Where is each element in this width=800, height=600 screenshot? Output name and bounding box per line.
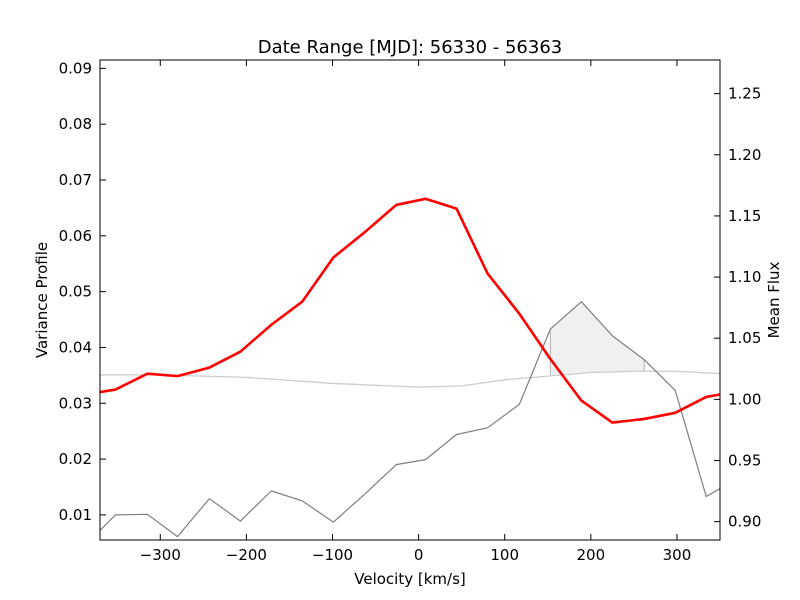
chart-ticks: −300 −200 −100 0 100 200 300 0.01 0.02 0.03 0.04 0.… — [59, 59, 762, 564]
x-axis-label: Velocity [km/s] — [354, 570, 465, 588]
y-axis-left-label: Variance Profile — [33, 242, 51, 358]
y-right-tick-label: 1.10 — [728, 268, 761, 286]
y-left-tick-label: 0.09 — [59, 59, 92, 77]
y-left-tick-label: 0.02 — [59, 450, 92, 468]
y-right-tick-label: 0.90 — [728, 513, 761, 531]
variance-profile-line — [100, 301, 720, 538]
chart-title: Date Range [MJD]: 56330 - 56363 — [258, 37, 563, 58]
x-tick-label: −200 — [226, 546, 267, 564]
y-right-tick-label: 1.20 — [728, 146, 761, 164]
y-left-tick-label: 0.07 — [59, 171, 92, 189]
y-right-tick-label: 1.05 — [728, 329, 761, 347]
y-right-tick-label: 0.95 — [728, 452, 761, 470]
y-left-tick-label: 0.01 — [59, 506, 92, 524]
y-left-tick-label: 0.08 — [59, 115, 92, 133]
y-left-tick-label: 0.03 — [59, 394, 92, 412]
y-left-tick-label: 0.05 — [59, 283, 92, 301]
x-tick-label: 100 — [490, 546, 519, 564]
reference-flux-line — [100, 370, 720, 388]
plot-frame — [99, 59, 721, 541]
shaded-region — [550, 301, 645, 375]
y-right-tick-label: 1.15 — [728, 207, 761, 225]
x-tick-label: −300 — [140, 546, 181, 564]
x-tick-label: 0 — [414, 546, 424, 564]
chart-marks — [100, 197, 720, 538]
y-right-tick-label: 1.25 — [728, 85, 761, 103]
x-tick-label: −100 — [312, 546, 353, 564]
mean-flux-line — [100, 197, 720, 424]
y-left-tick-label: 0.06 — [59, 227, 92, 245]
y-axis-right-label: Mean Flux — [765, 261, 783, 338]
y-right-tick-label: 1.00 — [728, 390, 761, 408]
y-left-tick-label: 0.04 — [59, 338, 92, 356]
x-tick-label: 200 — [577, 546, 606, 564]
x-tick-label: 300 — [663, 546, 692, 564]
